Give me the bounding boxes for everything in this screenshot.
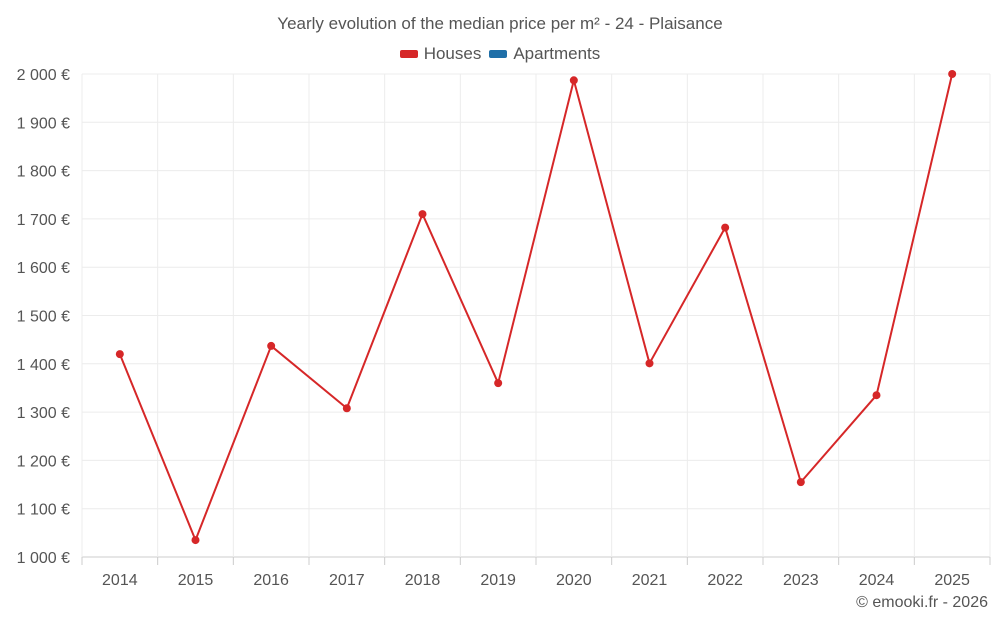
data-point-houses (191, 536, 200, 545)
x-tick-label: 2021 (632, 572, 668, 589)
legend-label-houses: Houses (423, 44, 482, 63)
x-tick-label: 2019 (480, 572, 516, 589)
x-tick-label: 2014 (102, 572, 138, 589)
legend-label-apartments: Apartments (513, 44, 601, 63)
data-point-houses (342, 404, 351, 413)
data-point-houses (115, 350, 124, 359)
chart-legend: Houses Apartments (0, 44, 1000, 64)
y-tick-label: 1 600 € (17, 260, 70, 277)
data-point-houses (418, 210, 427, 219)
data-point-houses (267, 341, 276, 350)
x-tick-label: 2022 (707, 572, 743, 589)
x-tick-label: 2017 (329, 572, 365, 589)
x-tick-label: 2015 (178, 572, 214, 589)
y-tick-label: 1 400 € (17, 357, 70, 374)
data-point-houses (569, 76, 578, 85)
y-tick-label: 1 200 € (17, 453, 70, 470)
y-tick-label: 1 000 € (17, 550, 70, 567)
legend-item-houses[interactable]: Houses (399, 44, 482, 64)
x-tick-label: 2025 (934, 572, 970, 589)
data-point-houses (796, 478, 805, 487)
data-point-houses (872, 391, 881, 400)
data-point-houses (721, 223, 730, 232)
y-tick-label: 1 900 € (17, 115, 70, 132)
y-tick-label: 1 800 € (17, 164, 70, 181)
y-tick-label: 1 100 € (17, 502, 70, 519)
x-tick-label: 2018 (405, 572, 441, 589)
chart-title: Yearly evolution of the median price per… (277, 14, 723, 33)
legend-swatch-houses (399, 50, 418, 58)
legend-swatch-apartments (489, 50, 508, 58)
credit-text: © emooki.fr - 2026 (856, 594, 988, 611)
data-point-houses (948, 70, 957, 78)
x-tick-label: 2016 (253, 572, 289, 589)
y-tick-label: 1 300 € (17, 405, 70, 422)
legend-item-apartments[interactable]: Apartments (489, 44, 600, 64)
data-point-houses (645, 359, 654, 368)
y-tick-label: 1 700 € (17, 212, 70, 229)
series-line-houses (118, 73, 954, 542)
x-tick-label: 2024 (859, 572, 895, 589)
x-tick-label: 2023 (783, 572, 819, 589)
y-tick-label: 2 000 € (17, 67, 70, 84)
x-tick-label: 2020 (556, 572, 592, 589)
y-tick-label: 1 500 € (17, 309, 70, 326)
data-point-houses (494, 379, 503, 388)
